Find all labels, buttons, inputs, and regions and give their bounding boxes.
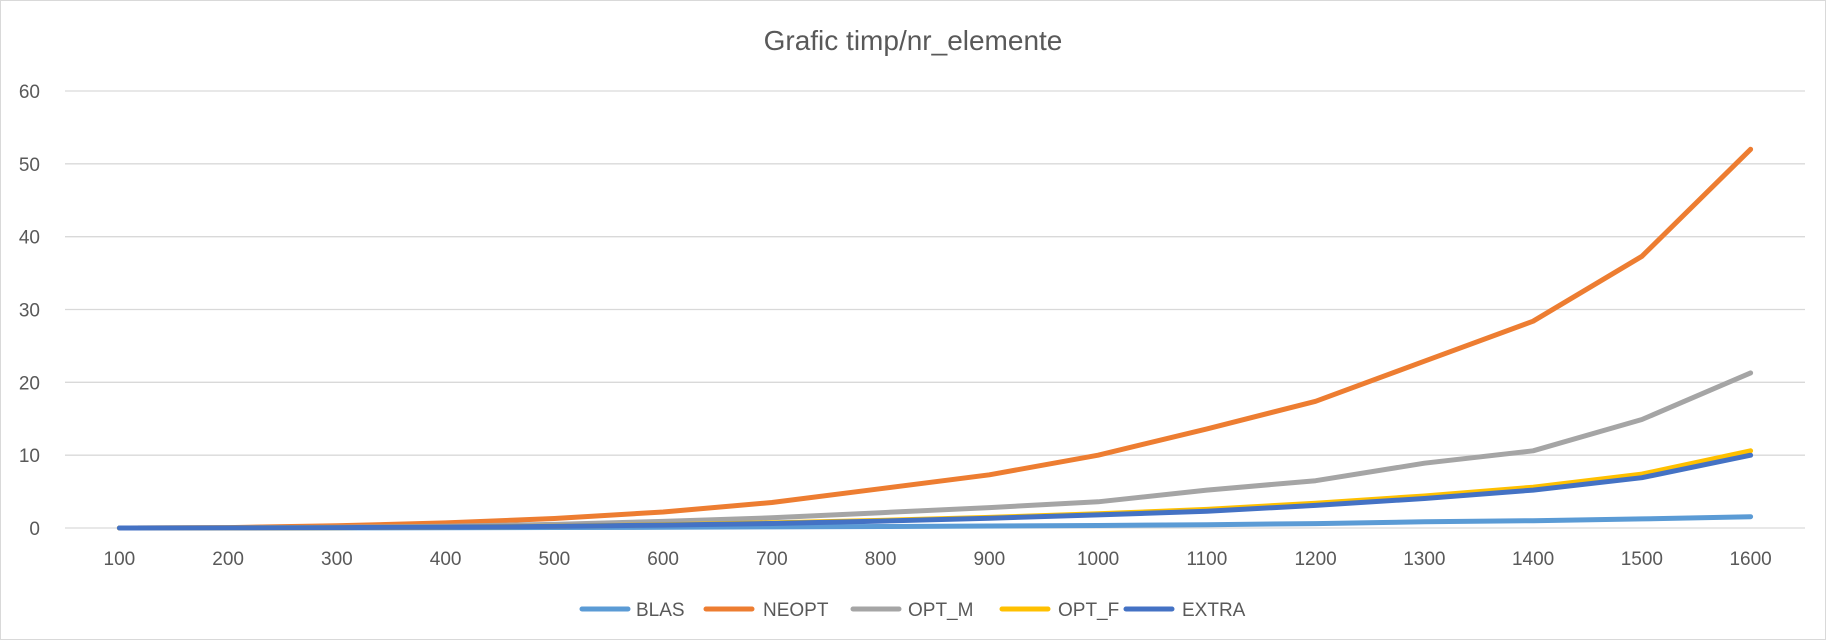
x-tick-label: 400 (430, 549, 462, 570)
gridlines (65, 90, 1805, 529)
series-line-opt-f (116, 448, 1754, 531)
x-tick-label: 1100 (1186, 549, 1227, 570)
y-tick-label: 40 (19, 228, 40, 249)
y-tick-label: 20 (19, 373, 40, 394)
y-tick-label: 60 (19, 82, 40, 103)
chart-title: Grafic timp/nr_elemente (764, 25, 1063, 56)
x-tick-label: 700 (756, 549, 788, 570)
legend: BLAS NEOPT OPT_M OPT_F EXTRA (579, 600, 1246, 621)
series-lines (116, 146, 1754, 531)
y-tick-label: 0 (29, 519, 40, 540)
legend-label-opt-m: OPT_M (908, 600, 973, 621)
x-tick-label: 100 (104, 549, 136, 570)
series-line-extra (116, 452, 1754, 531)
x-tick-label: 600 (647, 549, 679, 570)
y-tick-label: 10 (19, 446, 40, 467)
y-tick-label: 50 (19, 155, 40, 176)
x-tick-label: 1000 (1077, 549, 1119, 570)
legend-label-extra: EXTRA (1182, 600, 1246, 621)
legend-label-opt-f: OPT_F (1058, 600, 1119, 621)
series-line-neopt (116, 146, 1754, 531)
legend-label-blas: BLAS (636, 600, 685, 621)
x-tick-label: 300 (321, 549, 353, 570)
x-axis-ticks: 100 200 300 400 500 600 700 800 900 1000 1100 1200 1… (104, 549, 1772, 570)
series-line-opt-m (116, 370, 1754, 531)
x-tick-label: 800 (865, 549, 897, 570)
x-tick-label: 1300 (1403, 549, 1445, 570)
x-tick-label: 200 (212, 549, 244, 570)
x-tick-label: 1500 (1621, 549, 1663, 570)
y-axis-ticks: 0 10 20 30 40 50 60 (19, 82, 40, 540)
x-tick-label: 1600 (1729, 549, 1771, 570)
x-tick-label: 1200 (1294, 549, 1336, 570)
x-tick-label: 900 (974, 549, 1006, 570)
x-tick-label: 1400 (1512, 549, 1554, 570)
y-tick-label: 30 (19, 301, 40, 322)
legend-label-neopt: NEOPT (763, 600, 829, 621)
x-tick-label: 500 (539, 549, 571, 570)
